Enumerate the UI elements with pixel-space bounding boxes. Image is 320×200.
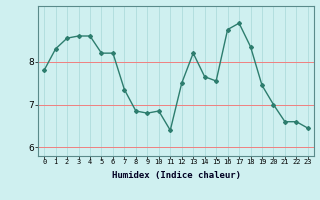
X-axis label: Humidex (Indice chaleur): Humidex (Indice chaleur) [111, 171, 241, 180]
